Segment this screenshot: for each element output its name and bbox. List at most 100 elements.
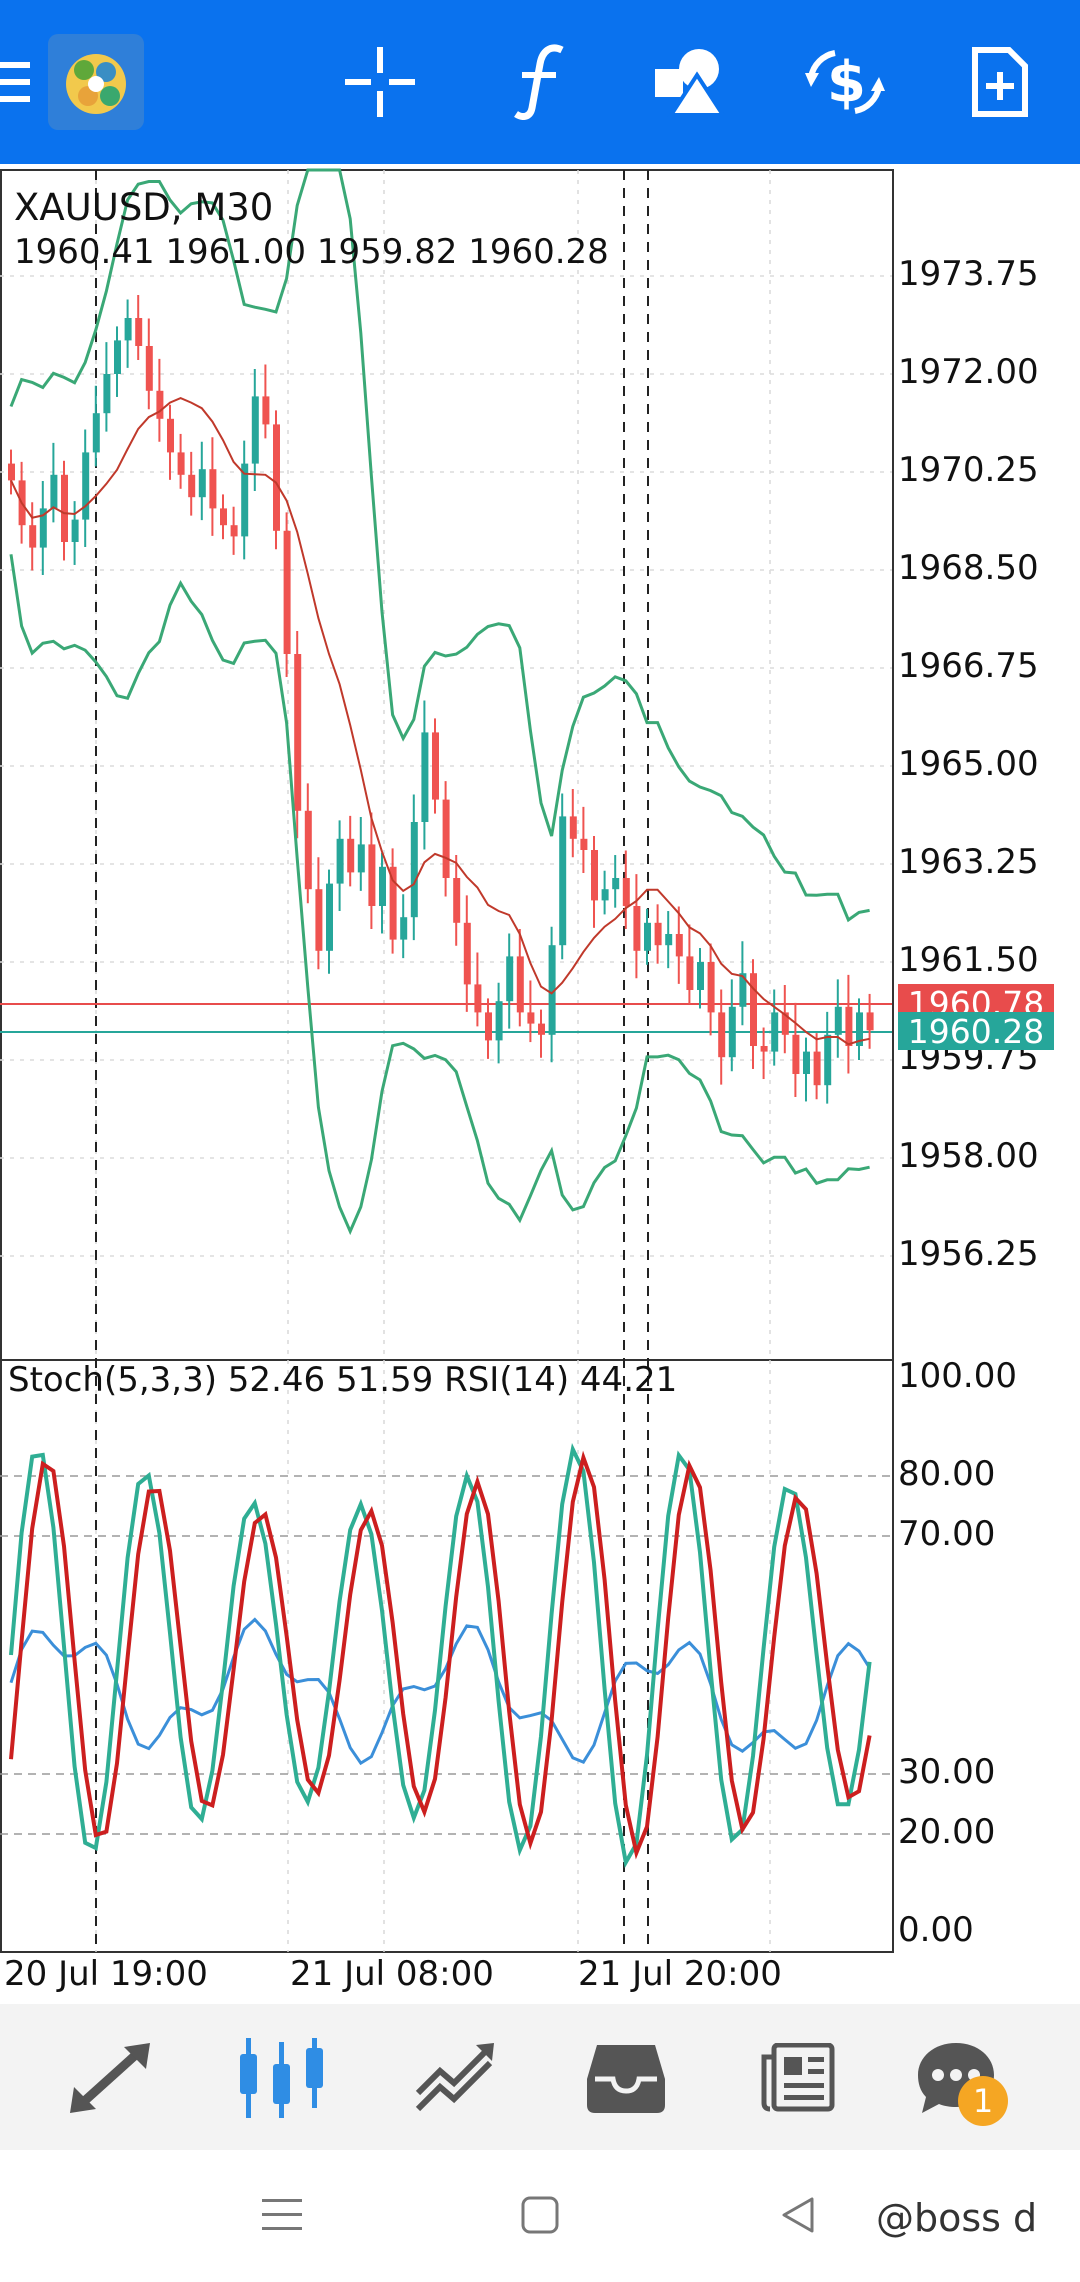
candle-body: [421, 732, 429, 822]
candle-body: [506, 956, 514, 1002]
osc-label: 0.00: [898, 1910, 974, 1950]
candle-body: [304, 810, 312, 890]
watermark: @boss d: [876, 2196, 1038, 2240]
news-icon[interactable]: [748, 2030, 848, 2126]
top-app-bar: $: [0, 0, 1080, 164]
candle-body: [188, 474, 196, 498]
candle-body: [707, 962, 715, 1013]
chart-icon[interactable]: [232, 2030, 332, 2126]
candle-body: [71, 519, 79, 542]
recents-icon[interactable]: [242, 2180, 322, 2250]
candle-body: [198, 469, 206, 498]
price-chart[interactable]: [0, 164, 1080, 2004]
price-label: 1968.50: [898, 548, 1039, 588]
bottom-navigation: [0, 2004, 1080, 2150]
osc-label: 20.00: [898, 1812, 996, 1852]
lower-band-line: [9, 554, 870, 1236]
new-order-icon[interactable]: [960, 36, 1040, 128]
candle-body: [368, 844, 376, 906]
trade-icon[interactable]: $: [800, 36, 890, 128]
candle-body: [644, 922, 651, 951]
candle-body: [654, 922, 662, 946]
candle-body: [177, 452, 185, 475]
ohlc-values: 1960.41 1961.00 1959.82 1960.28: [14, 232, 609, 272]
svg-text:$: $: [827, 50, 866, 115]
quotes-icon[interactable]: [60, 2030, 160, 2126]
candle-body: [145, 346, 153, 391]
candle-body: [580, 838, 588, 850]
candle-body: [124, 318, 132, 341]
candle-body: [792, 1034, 800, 1074]
candle-body: [114, 340, 121, 374]
price-label: 1965.00: [898, 744, 1039, 784]
candle-body: [209, 469, 217, 509]
candle-body: [675, 934, 683, 957]
candle-body: [495, 1001, 503, 1041]
time-label: 20 Jul 19:00: [4, 1954, 208, 1994]
candle-body: [728, 1006, 736, 1058]
candle-body: [686, 956, 694, 990]
time-label: 21 Jul 20:00: [578, 1954, 782, 1994]
price-label: 1958.00: [898, 1136, 1039, 1176]
upper-band-line: [9, 168, 870, 923]
candle-body: [516, 956, 524, 1013]
home-icon[interactable]: [500, 2180, 580, 2250]
chart-area[interactable]: XAUUSD, M30 1960.41 1961.00 1959.82 1960…: [0, 164, 1080, 2004]
history-icon[interactable]: [576, 2030, 676, 2126]
candle-body: [432, 732, 439, 800]
candle-body: [241, 463, 249, 537]
price-label: 1970.25: [898, 450, 1039, 490]
osc-label: 80.00: [898, 1454, 996, 1494]
candle-body: [612, 878, 620, 890]
candle-body: [379, 866, 386, 906]
system-navigation: [0, 2150, 1080, 2282]
candle-body: [230, 525, 238, 537]
candle-body: [856, 1012, 863, 1046]
indicators-icon[interactable]: [500, 36, 580, 128]
crosshair-icon[interactable]: [340, 36, 420, 128]
osc-label: 100.00: [898, 1356, 1017, 1396]
bid-price-tag: 1960.28: [898, 1012, 1054, 1051]
oscillator-panel-frame: [0, 1359, 894, 1953]
objects-icon[interactable]: [650, 36, 730, 128]
candle-body: [262, 396, 270, 425]
indicator-label: Stoch(5,3,3) 52.46 51.59 RSI(14) 44.21: [8, 1360, 678, 1400]
candle-body: [135, 318, 143, 346]
osc-label: 30.00: [898, 1752, 996, 1792]
candle-body: [8, 463, 15, 481]
candle-body: [771, 1012, 779, 1052]
candle-body: [845, 1006, 853, 1046]
messages-badge: 1: [958, 2076, 1008, 2126]
candle-body: [665, 934, 673, 946]
candle-body: [559, 816, 567, 946]
candle-body: [336, 838, 344, 884]
candle-body: [474, 984, 482, 1013]
price-label: 1973.75: [898, 254, 1039, 294]
candle-body: [220, 508, 227, 526]
price-label: 1966.75: [898, 646, 1039, 686]
stochastic-main-line: [9, 1443, 872, 1869]
symbol-title: XAUUSD, M30: [14, 186, 274, 229]
candle-body: [273, 424, 280, 531]
candle-body: [591, 850, 598, 901]
price-label: 1961.50: [898, 940, 1039, 980]
back-icon[interactable]: [758, 2180, 838, 2250]
candle-body: [389, 866, 397, 940]
candle-body: [283, 530, 291, 654]
candle-body: [633, 906, 641, 951]
candle-body: [82, 452, 90, 520]
candle-body: [866, 1012, 874, 1031]
app-logo-icon[interactable]: [48, 34, 144, 130]
candle-body: [760, 1046, 768, 1052]
candle-body: [315, 889, 323, 951]
candle-body: [718, 1012, 726, 1058]
candle-body: [400, 917, 408, 940]
osc-label: 70.00: [898, 1514, 996, 1554]
trade-nav-icon[interactable]: [404, 2030, 504, 2126]
candle-body: [326, 883, 333, 951]
menu-icon[interactable]: [0, 36, 34, 128]
candle-body: [50, 474, 58, 509]
candle-body: [601, 889, 609, 901]
candle-body: [622, 878, 630, 906]
price-label: 1972.00: [898, 352, 1039, 392]
